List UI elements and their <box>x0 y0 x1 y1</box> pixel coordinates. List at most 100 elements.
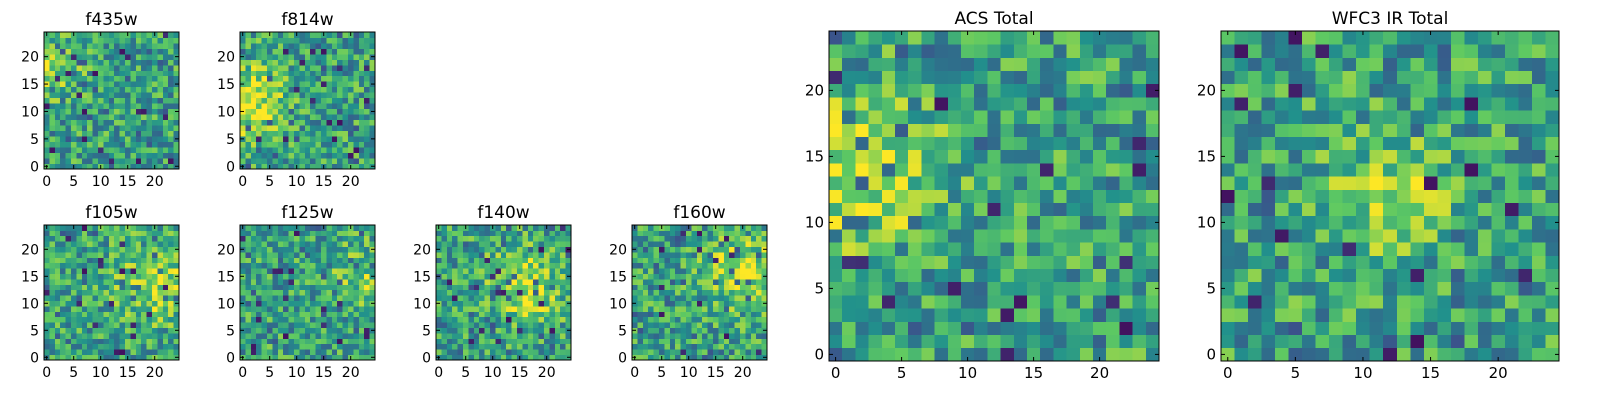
heatmap-cell <box>702 316 708 323</box>
heatmap-cell <box>829 31 843 45</box>
heatmap-cell <box>261 327 268 334</box>
heatmap-cell <box>49 273 56 280</box>
heatmap-cell <box>342 103 349 110</box>
heatmap-cell <box>522 327 529 334</box>
heatmap-cell <box>718 311 725 318</box>
heatmap-cell <box>135 279 142 285</box>
heatmap-cell <box>256 37 262 44</box>
heatmap-cell <box>446 225 453 231</box>
heatmap-cell <box>310 81 316 88</box>
heatmap-cell <box>1477 308 1492 322</box>
heatmap-cell <box>653 343 660 350</box>
heatmap-cell <box>173 103 180 110</box>
heatmap-cell <box>256 268 262 274</box>
heatmap-cell <box>54 338 61 345</box>
heatmap-cell <box>256 354 262 361</box>
heatmap-cell <box>87 316 93 323</box>
heatmap-cell <box>868 215 883 230</box>
heatmap-cell <box>895 334 909 349</box>
heatmap-cell <box>342 333 349 339</box>
heatmap-cell <box>745 349 752 355</box>
heatmap-cell <box>538 279 545 285</box>
heatmap-cell <box>162 48 169 55</box>
heatmap-cell <box>157 289 164 296</box>
heatmap-cell <box>495 333 502 339</box>
heatmap-cell <box>98 284 104 291</box>
heatmap-cell <box>1248 321 1262 335</box>
heatmap-cell <box>49 42 56 49</box>
heatmap-cell <box>240 97 246 104</box>
heatmap-cell <box>146 316 153 323</box>
heatmap-cell <box>675 246 681 253</box>
heatmap-cell <box>342 114 349 121</box>
heatmap-cell <box>60 349 66 355</box>
heatmap-cell <box>256 327 262 334</box>
heatmap-cell <box>103 295 110 301</box>
heatmap-cell <box>125 300 131 307</box>
heatmap-cell <box>114 349 120 355</box>
heatmap-cell <box>1518 215 1533 230</box>
heatmap-cell <box>261 273 268 280</box>
heatmap-cell <box>1093 202 1107 217</box>
heatmap-cell <box>294 311 300 318</box>
heatmap-cell <box>1477 176 1492 190</box>
heatmap-cell <box>348 316 354 323</box>
heatmap-cell <box>353 322 360 328</box>
heatmap-cell <box>364 327 370 334</box>
heatmap-cell <box>299 241 306 247</box>
heatmap-cell <box>642 333 649 339</box>
heatmap-cell <box>750 279 757 285</box>
heatmap-cell <box>272 252 279 258</box>
heatmap-cell <box>108 354 115 361</box>
heatmap-cell <box>756 252 762 258</box>
heatmap-cell <box>162 338 169 345</box>
heatmap-cell <box>691 343 698 350</box>
heatmap-cell <box>348 295 354 301</box>
heatmap-cell <box>1437 176 1452 190</box>
heatmap-cell <box>511 322 518 328</box>
heatmap-cell <box>560 333 566 339</box>
heatmap-cell <box>1302 268 1317 283</box>
heatmap-cell <box>713 300 719 307</box>
heatmap-cell <box>250 86 257 93</box>
x-tick-label: 10 <box>680 365 698 381</box>
heatmap-cell <box>288 316 295 323</box>
heatmap-cell <box>1288 268 1303 283</box>
heatmap-cell <box>1119 57 1133 71</box>
heatmap-cell <box>261 279 268 285</box>
heatmap-cell <box>54 230 61 237</box>
heatmap-cell <box>288 327 295 334</box>
heatmap-cell <box>114 246 120 253</box>
heatmap-cell <box>250 75 257 82</box>
heatmap-cell <box>168 257 174 264</box>
heatmap-cell <box>310 235 316 242</box>
heatmap-cell <box>261 70 268 77</box>
heatmap-cell <box>44 125 50 132</box>
heatmap-cell <box>245 37 252 44</box>
heatmap-cell <box>1275 176 1289 190</box>
heatmap-cell <box>495 257 502 264</box>
heatmap-cell <box>240 322 246 328</box>
heatmap-cell <box>299 257 306 264</box>
heatmap-cell <box>1437 347 1452 362</box>
heatmap-cell <box>750 230 757 237</box>
heatmap-cell <box>256 136 262 142</box>
heatmap-cell <box>76 103 83 110</box>
heatmap-cell <box>517 327 523 334</box>
heatmap-cell <box>729 268 735 274</box>
heatmap-cell <box>921 83 935 98</box>
heatmap-cell <box>1369 242 1384 256</box>
heatmap-cell <box>696 333 703 339</box>
heatmap-cell <box>974 229 988 243</box>
heatmap-cell <box>98 75 104 82</box>
heatmap-cell <box>1013 255 1028 269</box>
heatmap-cell <box>554 268 561 274</box>
heatmap-cell <box>168 279 174 285</box>
heatmap-cell <box>245 284 252 291</box>
heatmap-cell <box>369 64 376 71</box>
x-tick-label: 20 <box>342 365 360 381</box>
heatmap-cell <box>750 354 757 361</box>
heatmap-cell <box>961 242 975 256</box>
heatmap-cell <box>713 252 719 258</box>
heatmap-cell <box>288 306 295 312</box>
